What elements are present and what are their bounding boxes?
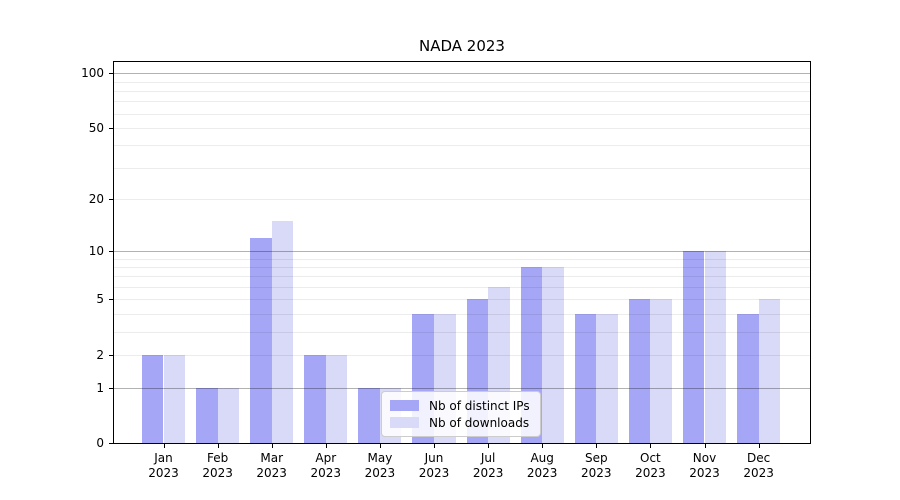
- bar-distinct-ips: [141, 355, 164, 443]
- bar-downloads: [325, 355, 348, 443]
- y-tick-label: 1: [96, 380, 104, 395]
- x-tick-mark: [325, 444, 327, 448]
- legend-label-distinct-ips: Nb of distinct IPs: [429, 398, 530, 413]
- bar-downloads: [650, 299, 672, 443]
- bar-downloads: [217, 387, 240, 443]
- bar-downloads: [704, 250, 727, 443]
- legend-swatch-downloads-icon: [390, 417, 419, 428]
- y-tick-mark: [109, 355, 113, 356]
- legend: Nb of distinct IPs Nb of downloads: [381, 391, 541, 437]
- x-tick-year: 2023: [364, 466, 396, 480]
- y-tick-mark: [109, 299, 113, 301]
- x-tick-month: May: [367, 451, 393, 465]
- y-tick-mark: [109, 250, 113, 252]
- x-tick-year: 2023: [148, 466, 179, 480]
- x-tick-mark: [650, 444, 652, 448]
- x-tick-month: Sep: [584, 451, 608, 465]
- x-tick-label: Apr 2023: [296, 451, 356, 481]
- legend-swatch-distinct-ips-icon: [390, 400, 419, 411]
- legend-label-downloads: Nb of downloads: [429, 415, 530, 430]
- bar-distinct-ips: [574, 314, 597, 443]
- y-tick-label: 0: [96, 436, 104, 450]
- x-tick-year: 2023: [472, 466, 504, 480]
- x-tick-month: Dec: [746, 451, 771, 465]
- x-tick-year: 2023: [635, 466, 666, 480]
- x-tick-month: Oct: [640, 451, 661, 465]
- x-tick-year: 2023: [743, 466, 774, 480]
- x-tick-mark: [271, 444, 273, 448]
- y-tick-mark: [109, 443, 113, 444]
- y-tick-label: 50: [88, 121, 104, 135]
- x-tick-label: Aug 2023: [512, 451, 572, 481]
- x-tick-month: Jul: [480, 451, 496, 465]
- x-tick-label: Mar 2023: [242, 451, 302, 481]
- y-tick-mark: [109, 387, 113, 389]
- x-tick-mark: [434, 444, 435, 448]
- x-tick-label: Jun 2023: [404, 451, 464, 481]
- bar-distinct-ips: [628, 299, 651, 443]
- x-tick-month: Jan: [154, 451, 173, 465]
- x-tick-month: Jun: [424, 451, 444, 465]
- x-tick-month: Nov: [692, 451, 717, 465]
- legend-item-distinct-ips: Nb of distinct IPs: [390, 397, 530, 414]
- x-tick-month: Aug: [530, 451, 554, 465]
- bar-downloads: [596, 314, 618, 443]
- bar-downloads: [542, 266, 564, 443]
- bar-distinct-ips: [737, 314, 759, 443]
- x-tick-year: 2023: [418, 466, 450, 480]
- x-tick-label: Nov 2023: [675, 451, 735, 481]
- y-tick-mark: [109, 128, 113, 129]
- x-tick-mark: [758, 444, 760, 448]
- x-tick-year: 2023: [256, 466, 287, 480]
- bars-layer: [114, 62, 810, 443]
- bar-distinct-ips: [196, 387, 218, 443]
- x-tick-mark: [488, 444, 490, 448]
- bar-distinct-ips: [250, 237, 272, 443]
- x-tick-year: 2023: [689, 466, 720, 480]
- x-tick-month: Apr: [315, 451, 337, 465]
- y-tick-mark: [109, 73, 113, 75]
- x-tick-label: Jul 2023: [458, 451, 518, 481]
- bar-distinct-ips: [358, 387, 380, 443]
- bar-downloads: [163, 355, 186, 443]
- y-tick-mark: [109, 199, 113, 201]
- y-tick-label: 20: [88, 192, 104, 207]
- x-tick-month: Mar: [260, 451, 283, 465]
- x-tick-mark: [596, 444, 598, 448]
- x-tick-year: 2023: [581, 466, 612, 480]
- x-tick-mark: [163, 444, 165, 448]
- x-tick-mark: [704, 444, 706, 448]
- x-tick-mark: [379, 444, 381, 448]
- x-tick-year: 2023: [526, 466, 558, 480]
- x-tick-mark: [542, 444, 544, 448]
- bar-distinct-ips: [682, 250, 705, 443]
- bar-downloads: [758, 299, 781, 443]
- x-tick-label: May 2023: [350, 451, 410, 481]
- x-tick-label: Oct 2023: [620, 451, 680, 481]
- chart-title: NADA 2023: [419, 37, 505, 55]
- y-tick-label: 100: [81, 66, 104, 81]
- y-tick-label: 10: [88, 243, 104, 258]
- x-tick-label: Dec 2023: [729, 451, 789, 481]
- x-tick-label: Jan 2023: [134, 451, 194, 481]
- bar-distinct-ips: [304, 355, 326, 443]
- y-tick-label: 2: [96, 348, 104, 362]
- x-tick-year: 2023: [310, 466, 342, 480]
- bar-downloads: [271, 220, 294, 443]
- x-tick-label: Sep 2023: [566, 451, 626, 481]
- legend-item-downloads: Nb of downloads: [390, 414, 530, 431]
- y-tick-label: 5: [96, 292, 104, 307]
- x-tick-month: Feb: [206, 451, 229, 465]
- x-tick-label: Feb 2023: [188, 451, 248, 481]
- x-tick-mark: [217, 444, 219, 448]
- x-tick-year: 2023: [202, 466, 233, 480]
- plot-area: Nb of distinct IPs Nb of downloads: [113, 61, 811, 444]
